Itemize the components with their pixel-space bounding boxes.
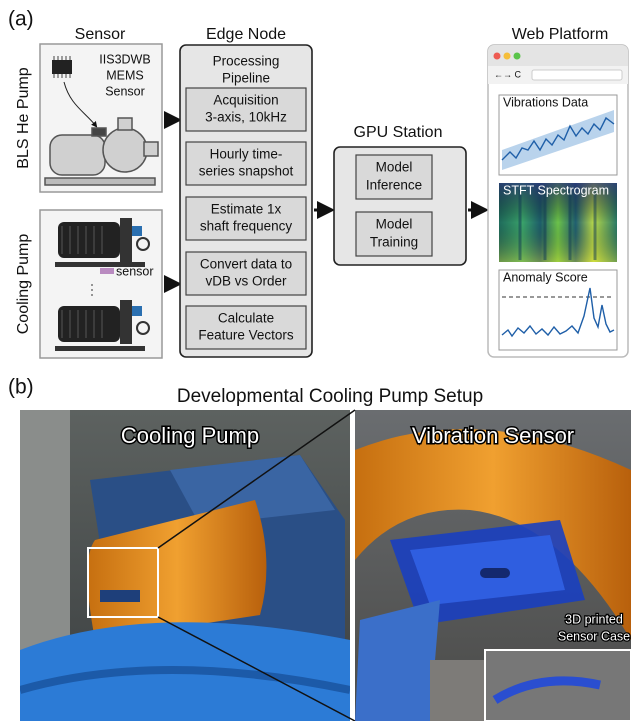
sensor-title: Sensor [75, 26, 126, 43]
inset-label: 3D printed [565, 612, 623, 626]
step-text: Hourly time- [210, 147, 283, 162]
device-label: MEMS [106, 68, 144, 82]
sensor-tag: sensor [116, 264, 154, 278]
inset-label: Sensor Case [558, 629, 630, 643]
device-label: Sensor [105, 84, 145, 98]
panel-label: (a) [8, 8, 34, 31]
edge-title: Edge Node [206, 26, 286, 43]
panel-title: Developmental Cooling Pump Setup [177, 386, 483, 407]
gpu-block-text: Model [376, 160, 413, 175]
step-text: Estimate 1x [211, 202, 282, 217]
pipeline-title: Processing [213, 54, 280, 69]
step-text: Acquisition [213, 93, 278, 108]
panel-title: STFT Spectrogram [503, 183, 609, 197]
pump-label: Cooling Pump [15, 234, 32, 335]
pump-label: BLS He Pump [15, 67, 32, 168]
photo-label: Cooling Pump [121, 423, 259, 448]
step-text: shaft frequency [200, 219, 293, 234]
web-title: Web Platform [512, 26, 609, 43]
gpu-block-text: Model [376, 217, 413, 232]
panel-label: (b) [8, 376, 34, 399]
inset-photo [485, 650, 631, 721]
photo-label: Vibration Sensor [412, 423, 574, 448]
figure: (a) Sensor BLS He Pump Cooling Pump IIS3… [0, 0, 631, 721]
panel-title: Vibrations Data [503, 95, 588, 109]
pipeline-title: Pipeline [222, 71, 270, 86]
step-text: vDB vs Order [205, 274, 287, 289]
gpu-block-text: Training [370, 235, 418, 250]
panel-title: Anomaly Score [503, 270, 588, 284]
svg-text:←→ C: ←→ C [494, 69, 522, 79]
gpu-title: GPU Station [354, 124, 443, 141]
step-text: Calculate [218, 311, 274, 326]
step-text: 3-axis, 10kHz [205, 110, 287, 125]
step-text: Feature Vectors [198, 328, 294, 343]
gpu-block-text: Inference [366, 178, 422, 193]
step-text: series snapshot [199, 164, 294, 179]
device-label: IIS3DWB [99, 52, 150, 66]
photo [20, 410, 350, 721]
step-text: Convert data to [200, 257, 292, 272]
